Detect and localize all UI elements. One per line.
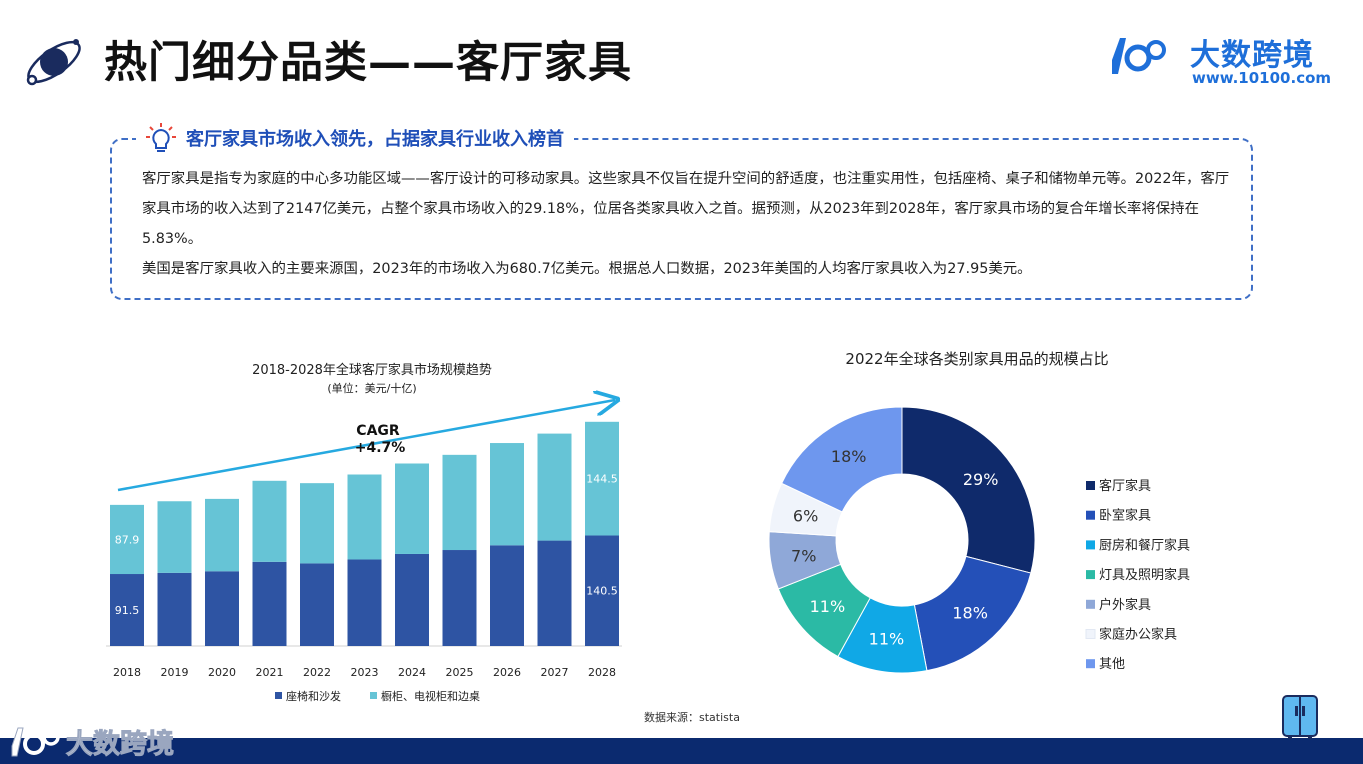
market-size-bar-chart: 2018-2028年全球客厅家具市场规模趋势 (单位：美元/十亿) CAGR +…	[106, 362, 640, 703]
bar-segment-cabinets	[300, 483, 334, 564]
data-source-note: 数据来源：statista	[644, 711, 740, 724]
bar-segment-cabinets	[252, 480, 287, 562]
bar-segment-seating	[252, 561, 287, 646]
legend-swatch	[1086, 599, 1095, 609]
summary-paragraph: 美国是客厅家具收入的主要来源国，2023年的市场收入为680.7亿美元。根据总人…	[142, 261, 1032, 277]
summary-headline: 客厅家具市场收入领先，占据家具行业收入榜首	[186, 129, 564, 150]
legend-label: 卧室家具	[1099, 508, 1151, 524]
page-title: 热门细分品类——客厅家具	[104, 38, 632, 88]
x-tick-label: 2024	[398, 666, 426, 679]
bar-data-label: 140.5	[586, 585, 618, 598]
bar-segment-seating	[157, 572, 192, 646]
bar-data-label: 91.5	[115, 604, 140, 617]
donut-slice-label: 29%	[963, 470, 999, 489]
legend-label: 客厅家具	[1099, 478, 1151, 494]
x-tick-label: 2020	[208, 666, 236, 679]
donut-slice-label: 11%	[810, 597, 846, 616]
x-tick-group: 2018 2019 2020 2021 2022 2023 2024 2025 2026 2027…	[113, 666, 616, 679]
summary-text: 客厅家具是指专为家庭的中心多功能区域——客厅设计的可移动家具。这些家具不仅旨在提…	[142, 164, 1232, 284]
legend-swatch	[1085, 629, 1096, 639]
bar-segment-seating	[300, 563, 334, 646]
donut-slice	[780, 406, 903, 513]
donut-slice-label: 7%	[791, 547, 816, 566]
x-tick-label: 2027	[541, 666, 569, 679]
bar-segment-cabinets	[585, 421, 619, 536]
donut-slice-label: 6%	[793, 506, 818, 525]
donut-chart-title: 2022年全球各类别家具用品的规模占比	[845, 350, 1108, 368]
watermark-text: 大数跨境	[66, 729, 175, 761]
bar-segment-cabinets	[395, 463, 429, 554]
bar-segment-seating	[110, 574, 144, 646]
bar-data-label: 87.9	[115, 533, 140, 546]
bar-segment-cabinets	[110, 504, 144, 575]
bar-segment-cabinets	[442, 454, 477, 551]
donut-slice-label: 18%	[952, 604, 988, 623]
donut-label-group: 29% 18% 11% 11% 7% 6% 18%	[791, 447, 998, 648]
bar-data-label: 144.5	[586, 473, 618, 486]
legend-label: 厨房和餐厅家具	[1099, 537, 1190, 553]
donut-group	[768, 406, 1036, 674]
data-label-group: 91.5 87.9 140.5 144.5	[115, 473, 618, 617]
brand-name: 大数跨境	[1190, 38, 1314, 73]
watermark-logo-icon	[11, 727, 60, 757]
x-tick-label: 2028	[588, 666, 616, 679]
legend-swatch	[275, 692, 282, 699]
legend-label: 座椅和沙发	[286, 689, 341, 703]
bar-segment-seating	[537, 540, 572, 646]
x-tick-label: 2023	[351, 666, 379, 679]
x-tick-label: 2022	[303, 666, 331, 679]
category-share-donut-chart: 2022年全球各类别家具用品的规模占比 29%18%11%11%7%6%18% …	[768, 350, 1190, 674]
donut-slice	[901, 406, 1036, 574]
legend-swatch	[1086, 570, 1095, 580]
legend-swatch	[1086, 540, 1095, 550]
x-tick-label: 2025	[446, 666, 474, 679]
bar-segment-seating	[347, 559, 382, 646]
bar-segment-seating	[205, 571, 239, 646]
footer-bar	[0, 738, 1363, 764]
lightbulb-icon	[146, 123, 176, 152]
x-tick-label: 2019	[161, 666, 189, 679]
bar-segment-cabinets	[205, 498, 239, 572]
brand-logo-icon	[1112, 38, 1166, 74]
summary-headline-row: 客厅家具市场收入领先，占据家具行业收入榜首	[136, 120, 574, 156]
x-tick-label: 2021	[256, 666, 284, 679]
donut-slice-label: 18%	[831, 447, 867, 466]
bar-segment-seating	[490, 545, 524, 646]
bar-segment-seating	[585, 535, 619, 646]
brand-url[interactable]: www.10100.com	[1192, 69, 1332, 87]
legend-swatch	[1086, 481, 1095, 490]
refrigerator-icon	[1282, 695, 1318, 739]
legend-swatch	[1086, 659, 1095, 669]
summary-box	[110, 138, 1253, 300]
x-tick-label: 2018	[113, 666, 141, 679]
bar-segment-cabinets	[537, 433, 572, 541]
bar-legend: 座椅和沙发 橱柜、电视柜和边桌	[275, 689, 480, 703]
bar-segment-seating	[395, 553, 429, 646]
bar-segment-cabinets	[490, 443, 524, 546]
bar-chart-subtitle: (单位：美元/十亿)	[327, 381, 416, 395]
bar-segment-cabinets	[347, 474, 382, 560]
legend-label: 户外家具	[1099, 597, 1151, 613]
summary-paragraph: 客厅家具是指专为家庭的中心多功能区域——客厅设计的可移动家具。这些家具不仅旨在提…	[142, 171, 1230, 247]
cagr-label: CAGR	[356, 423, 400, 439]
legend-swatch	[1086, 510, 1095, 520]
donut-slice-label: 11%	[869, 629, 905, 648]
planet-orbit-icon	[26, 39, 81, 86]
bar-segment-cabinets	[157, 501, 192, 573]
x-tick-label: 2026	[493, 666, 521, 679]
bar-group	[110, 421, 619, 646]
bar-segment-seating	[442, 550, 477, 646]
cagr-value: +4.7%	[355, 440, 406, 456]
legend-label: 其他	[1099, 657, 1125, 672]
legend-swatch	[370, 692, 377, 699]
bar-chart-title: 2018-2028年全球客厅家具市场规模趋势	[252, 362, 492, 378]
legend-label: 家庭办公家具	[1099, 627, 1177, 643]
legend-label: 灯具及照明家具	[1099, 567, 1190, 583]
legend-label: 橱柜、电视柜和边桌	[381, 689, 480, 703]
